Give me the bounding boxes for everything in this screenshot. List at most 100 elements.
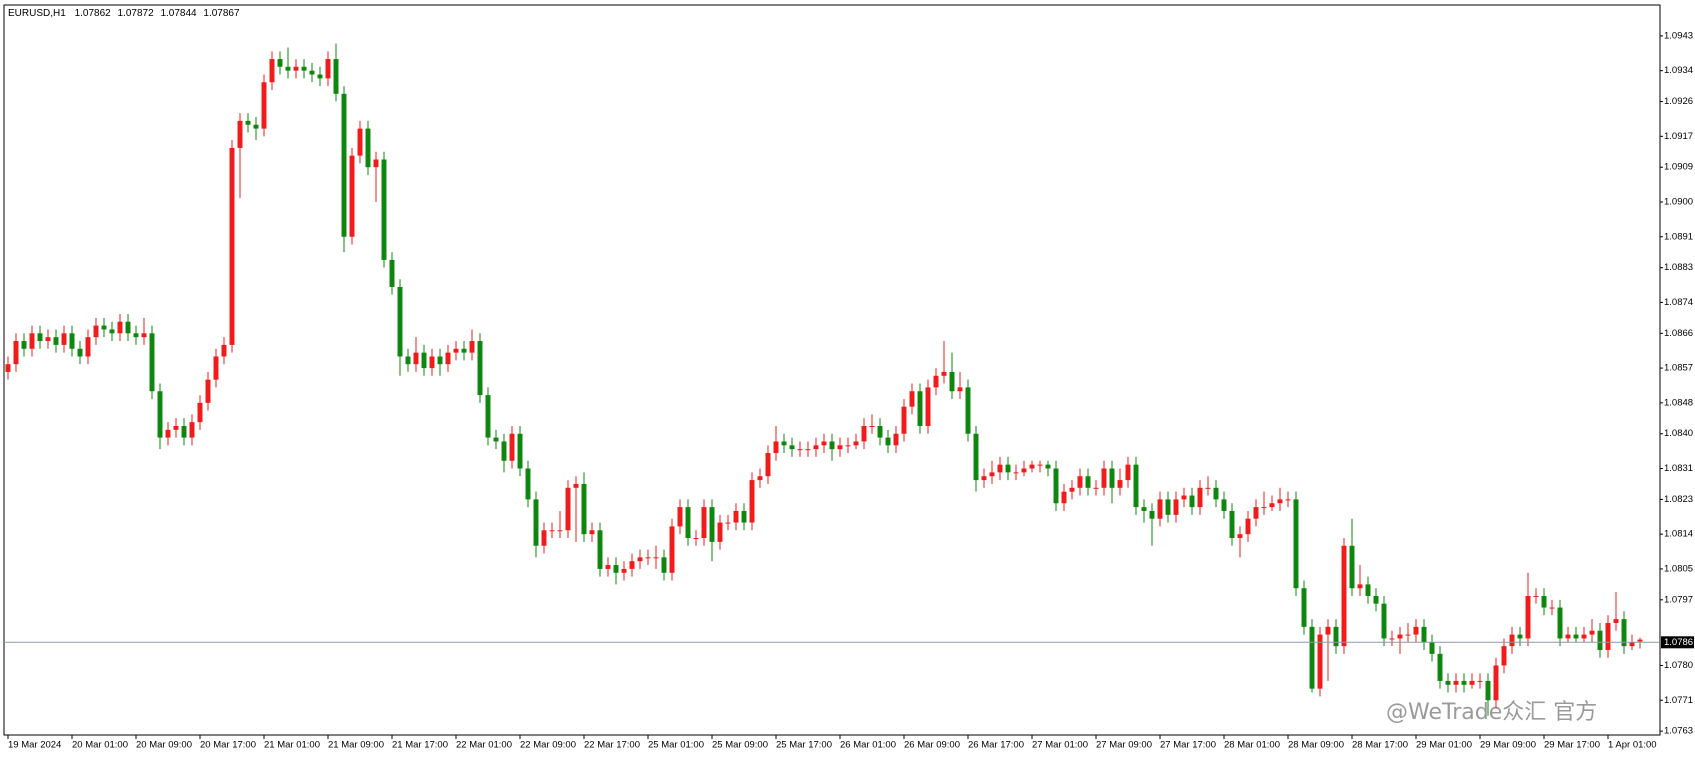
plot-frame (3, 4, 1661, 736)
candle-body (69, 333, 75, 349)
candle-body (389, 259, 395, 287)
x-tick-label: 20 Mar 01:00 (72, 740, 128, 751)
candle-body (173, 426, 179, 430)
candle-body (573, 483, 579, 488)
candle-body (53, 337, 59, 345)
candle-body (205, 379, 211, 403)
candle-body (1261, 507, 1267, 509)
candle-body (581, 483, 587, 535)
candle-body (1197, 487, 1203, 508)
candle-body (1245, 518, 1251, 535)
candle-body (269, 59, 275, 83)
header-close: 1.07867 (203, 8, 240, 19)
candle-body (277, 59, 283, 67)
candle-body (341, 93, 347, 237)
candle-body (109, 329, 115, 334)
candle-body (997, 464, 1003, 473)
candle-body (13, 341, 19, 365)
candle-body (165, 429, 171, 438)
candle-body (1229, 510, 1235, 539)
candle-body (1437, 653, 1443, 681)
x-tick-label: 27 Mar 01:00 (1032, 740, 1088, 751)
candle-body (589, 530, 595, 535)
candle-body (1341, 545, 1347, 647)
chart-header: EURUSD,H1 1.07862 1.07872 1.07844 1.0786… (8, 8, 240, 19)
x-tick-label: 26 Mar 09:00 (904, 740, 960, 751)
candle-body (1381, 603, 1387, 639)
candle-body (933, 375, 939, 388)
candle-body (1189, 495, 1195, 508)
x-tick-label: 29 Mar 09:00 (1480, 740, 1536, 751)
y-tick-label: 1.0840 (1664, 428, 1693, 439)
y-tick-label: 1.0771 (1664, 695, 1693, 706)
candle-body (413, 352, 419, 365)
candle-body (1269, 503, 1275, 508)
candle-body (1637, 639, 1643, 642)
candle-body (117, 321, 123, 334)
candle-body (381, 159, 387, 260)
candle-body (1493, 665, 1499, 701)
candle-body (1469, 680, 1475, 685)
candle-body (1325, 626, 1331, 635)
candle-body (125, 321, 131, 334)
candle-body (1053, 468, 1059, 504)
candle-body (917, 391, 923, 427)
watermark: @WeTrade众汇 官方 (1386, 700, 1597, 725)
y-tick-label: 1.0900 (1664, 196, 1693, 207)
candle-body (605, 565, 611, 569)
y-tick-label: 1.0926 (1664, 96, 1693, 107)
candle-body (757, 476, 763, 481)
candle-body (141, 333, 147, 338)
candle-body (157, 391, 163, 438)
candle-body (373, 159, 379, 168)
candle-body (1613, 619, 1619, 623)
candle-body (317, 74, 323, 79)
x-tick-label: 22 Mar 01:00 (456, 740, 512, 751)
x-tick-label: 28 Mar 09:00 (1288, 740, 1344, 751)
candle-body (1109, 468, 1115, 488)
candle-body (1605, 622, 1611, 651)
candle-body (1317, 634, 1323, 689)
candle-body (245, 120, 251, 125)
candle-body (693, 538, 699, 540)
x-tick-label: 29 Mar 01:00 (1416, 740, 1472, 751)
candle-body (1429, 642, 1435, 654)
candle-body (1125, 464, 1131, 481)
candle-body (541, 530, 547, 546)
y-tick-label: 1.0805 (1664, 563, 1693, 574)
candle-body (1397, 634, 1403, 639)
candle-body (733, 510, 739, 523)
candle-body (325, 59, 331, 79)
y-tick-label: 1.0917 (1664, 131, 1693, 142)
price-label: 1.0786 (1664, 637, 1693, 648)
candle-body (1445, 680, 1451, 685)
x-tick-label: 28 Mar 17:00 (1352, 740, 1408, 751)
candle-body (1621, 619, 1627, 647)
candle-body (1221, 499, 1227, 511)
candle-body (189, 422, 195, 438)
y-tick-label: 1.0891 (1664, 231, 1693, 242)
x-tick-label: 1 Apr 01:00 (1608, 740, 1657, 751)
y-tick-label: 1.0823 (1664, 494, 1693, 505)
candle-body (1541, 595, 1547, 608)
candle-body (1373, 595, 1379, 604)
header-high: 1.07872 (118, 8, 155, 19)
candle-body (133, 333, 139, 338)
candle-body (1389, 638, 1395, 640)
candle-body (901, 406, 907, 434)
candle-body (973, 433, 979, 481)
candle-body (429, 356, 435, 369)
candle-body (653, 557, 659, 559)
x-tick-label: 20 Mar 17:00 (200, 740, 256, 751)
candle-body (1349, 545, 1355, 589)
candle-body (285, 66, 291, 71)
candle-body (597, 530, 603, 569)
candle-body (1557, 607, 1563, 639)
candle-body (1509, 634, 1515, 647)
candle-body (685, 507, 691, 539)
candle-body (1085, 476, 1091, 488)
candle-body (1597, 630, 1603, 651)
y-tick-label: 1.0780 (1664, 660, 1693, 671)
x-tick-label: 22 Mar 17:00 (584, 740, 640, 751)
candle-body (1133, 464, 1139, 508)
